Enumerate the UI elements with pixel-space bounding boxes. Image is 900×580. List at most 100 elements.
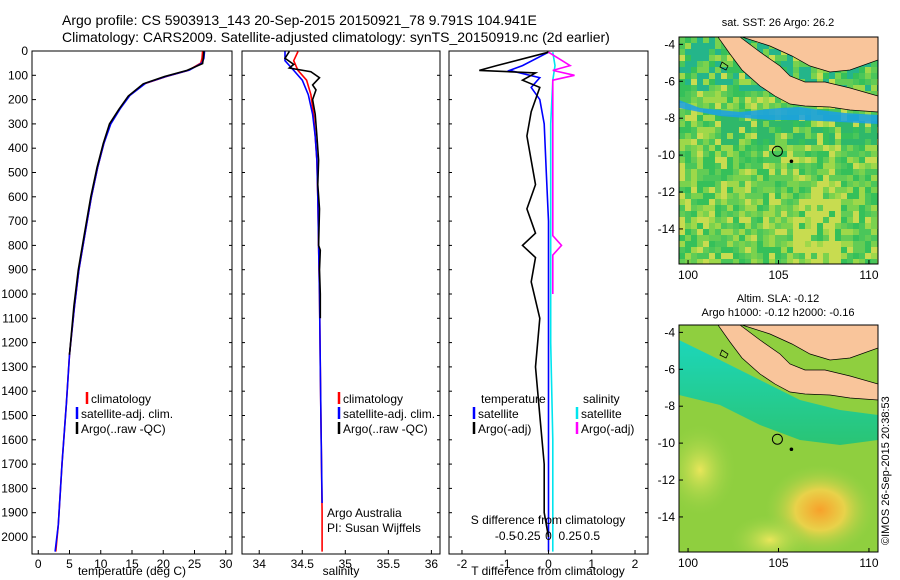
top-tick-label: 0.5 bbox=[583, 529, 600, 543]
sst-pixel bbox=[787, 241, 793, 247]
sst-pixel bbox=[721, 193, 727, 199]
sst-pixel bbox=[733, 73, 739, 79]
sst-pixel bbox=[727, 241, 733, 247]
sst-pixel bbox=[709, 217, 715, 223]
sst-pixel bbox=[715, 61, 721, 67]
sst-pixel bbox=[793, 241, 799, 247]
sst-pixel bbox=[679, 145, 685, 151]
sst-pixel bbox=[775, 217, 781, 223]
sst-pixel bbox=[847, 169, 853, 175]
sst-pixel bbox=[853, 169, 859, 175]
s-difference-label: S difference from climatology bbox=[471, 513, 626, 527]
sst-pixel bbox=[757, 133, 763, 139]
sst-pixel bbox=[787, 127, 793, 133]
sst-pixel bbox=[769, 211, 775, 217]
map-y-tick-label: -4 bbox=[664, 37, 675, 51]
sst-pixel bbox=[781, 241, 787, 247]
sst-pixel bbox=[847, 199, 853, 205]
sst-pixel bbox=[709, 139, 715, 145]
sst-pixel bbox=[811, 151, 817, 157]
sst-pixel bbox=[709, 43, 715, 49]
sst-pixel bbox=[697, 151, 703, 157]
map-y-tick-label: -8 bbox=[664, 399, 675, 413]
sst-pixel bbox=[763, 247, 769, 253]
sst-pixel bbox=[721, 175, 727, 181]
sst-pixel bbox=[775, 163, 781, 169]
sst-pixel bbox=[871, 181, 877, 187]
top-tick-label: 0.25 bbox=[558, 529, 582, 543]
sst-pixel bbox=[685, 241, 691, 247]
sst-pixel bbox=[685, 67, 691, 73]
sst-pixel bbox=[679, 187, 685, 193]
sst-pixel bbox=[757, 241, 763, 247]
sst-pixel bbox=[793, 145, 799, 151]
sst-pixel bbox=[811, 163, 817, 169]
sst-pixel bbox=[691, 115, 697, 121]
sst-pixel bbox=[703, 49, 709, 55]
sst-pixel bbox=[799, 199, 805, 205]
top-tick-label: -0.25 bbox=[513, 529, 541, 543]
sst-pixel bbox=[865, 127, 871, 133]
sst-pixel bbox=[745, 229, 751, 235]
sst-pixel bbox=[751, 223, 757, 229]
sst-pixel bbox=[787, 253, 793, 259]
sst-pixel bbox=[715, 103, 721, 109]
sst-pixel bbox=[697, 187, 703, 193]
sst-pixel bbox=[697, 97, 703, 103]
sst-pixel bbox=[787, 133, 793, 139]
sst-pixel bbox=[859, 211, 865, 217]
argo-location-marker bbox=[771, 433, 783, 445]
sst-pixel bbox=[799, 139, 805, 145]
sst-pixel bbox=[763, 121, 769, 127]
series-line-1 bbox=[506, 51, 550, 552]
sst-pixel bbox=[763, 205, 769, 211]
legend-satellite-label: satellite-adj. clim. bbox=[343, 407, 435, 421]
sst-pixel bbox=[805, 181, 811, 187]
sst-pixel bbox=[817, 133, 823, 139]
sst-pixel bbox=[751, 127, 757, 133]
sst-pixel bbox=[787, 229, 793, 235]
sst-pixel bbox=[805, 217, 811, 223]
sst-pixel bbox=[853, 199, 859, 205]
sst-pixel bbox=[721, 223, 727, 229]
sst-pixel bbox=[697, 169, 703, 175]
sst-pixel bbox=[799, 133, 805, 139]
sst-pixel bbox=[751, 205, 757, 211]
sst-pixel bbox=[745, 193, 751, 199]
sst-pixel bbox=[823, 139, 829, 145]
sst-pixel bbox=[763, 253, 769, 259]
sst-pixel bbox=[751, 253, 757, 259]
sst-pixel bbox=[751, 97, 757, 103]
sst-pixel bbox=[787, 175, 793, 181]
y-tick-label: 1700 bbox=[1, 457, 28, 471]
sst-pixel bbox=[859, 247, 865, 253]
sst-pixel bbox=[859, 187, 865, 193]
sst-pixel bbox=[685, 49, 691, 55]
sst-pixel bbox=[835, 169, 841, 175]
sst-pixel bbox=[691, 235, 697, 241]
sst-pixel bbox=[787, 103, 793, 109]
sst-pixel bbox=[769, 259, 775, 264]
series-line-3 bbox=[283, 51, 322, 319]
sst-pixel bbox=[781, 253, 787, 259]
sst-pixel bbox=[853, 241, 859, 247]
sst-pixel bbox=[775, 157, 781, 163]
sst-pixel bbox=[817, 181, 823, 187]
sst-pixel bbox=[685, 199, 691, 205]
sst-pixel bbox=[679, 157, 685, 163]
sst-pixel bbox=[853, 259, 859, 264]
sst-pixel bbox=[703, 97, 709, 103]
sst-pixel bbox=[703, 133, 709, 139]
difference-legend: temperature satellite Argo(-adj) salinit… bbox=[472, 392, 634, 436]
sst-pixel bbox=[793, 175, 799, 181]
sst-pixel bbox=[841, 247, 847, 253]
sst-pixel bbox=[805, 229, 811, 235]
sst-pixel bbox=[805, 67, 811, 73]
sst-pixel bbox=[715, 169, 721, 175]
sst-pixel bbox=[751, 103, 757, 109]
sst-pixel bbox=[841, 139, 847, 145]
sst-pixel bbox=[841, 163, 847, 169]
sst-pixel bbox=[781, 259, 787, 264]
sst-pixel bbox=[691, 241, 697, 247]
sst-pixel bbox=[745, 139, 751, 145]
